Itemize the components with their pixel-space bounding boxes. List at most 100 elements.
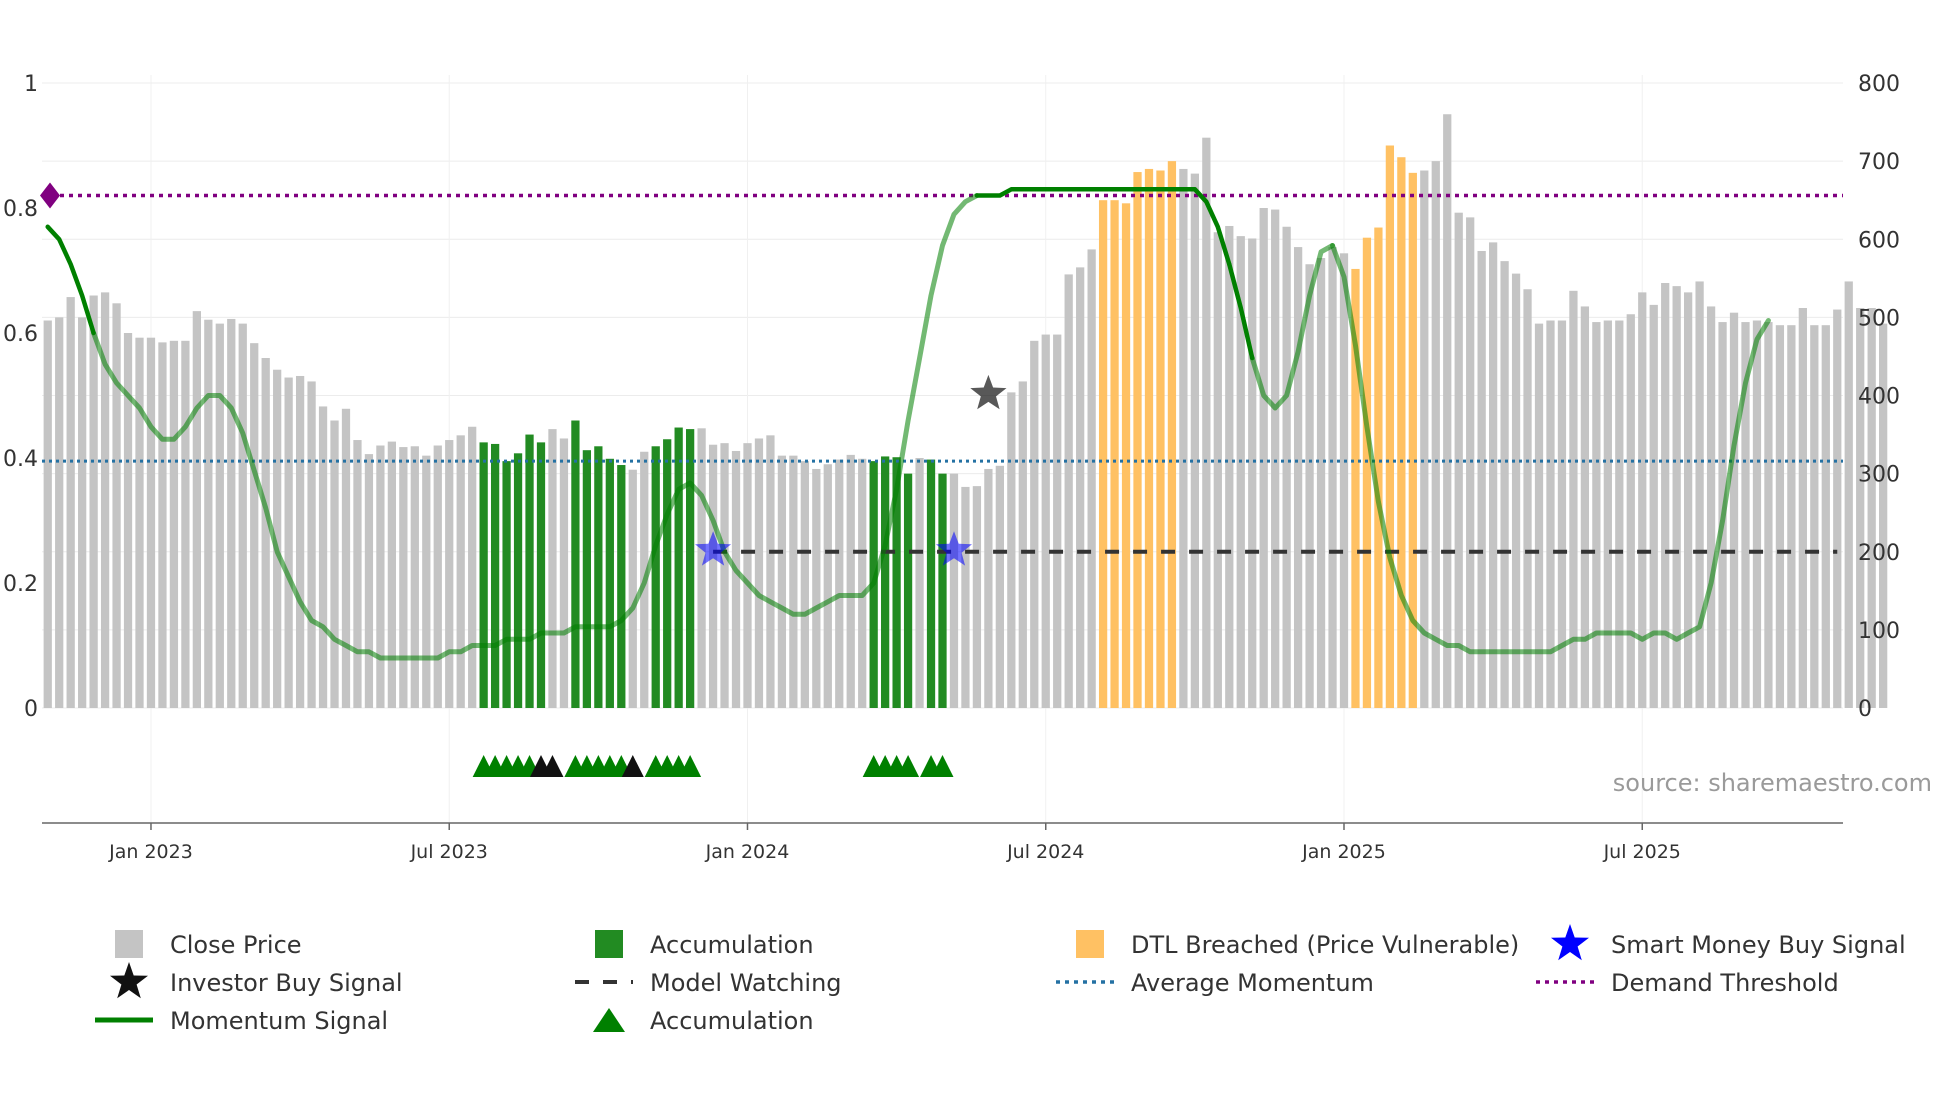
close-price-bar-154 xyxy=(1810,325,1819,708)
right-tick-200: 200 xyxy=(1858,541,1900,566)
dtl-bar-115 xyxy=(1362,237,1372,708)
close-price-bar-67 xyxy=(812,468,821,708)
accumulation-bar-56 xyxy=(686,429,695,708)
accumulation-bar-75 xyxy=(903,473,913,708)
close-price-bar-85 xyxy=(1018,381,1027,708)
close-price-bar-26 xyxy=(341,408,351,708)
close-price-bar-28 xyxy=(364,454,374,708)
close-price-bar-142 xyxy=(1672,286,1681,708)
accumulation-triangle-56 xyxy=(679,755,702,777)
close-price-bar-145 xyxy=(1706,306,1716,708)
close-price-bar-45 xyxy=(559,438,569,708)
legend-label-4: Investor Buy Signal xyxy=(170,969,403,997)
right-tick-600: 600 xyxy=(1858,228,1900,253)
accumulation-triangle-78 xyxy=(931,755,954,777)
close-price-bar-122 xyxy=(1443,114,1452,708)
right-tick-800: 800 xyxy=(1858,72,1900,97)
close-price-bar-3 xyxy=(78,317,87,708)
close-price-bar-104 xyxy=(1236,236,1245,708)
close-price-bar-66 xyxy=(800,461,809,708)
accumulation-bar-39 xyxy=(490,443,500,708)
right-tick-700: 700 xyxy=(1858,150,1900,175)
close-price-bar-14 xyxy=(204,319,213,708)
close-price-bar-110 xyxy=(1305,264,1314,708)
close-price-bar-103 xyxy=(1225,225,1234,708)
left-tick-0.8: 0.8 xyxy=(3,197,38,222)
accumulation-markers xyxy=(472,755,954,777)
close-price-bar-61 xyxy=(743,443,752,708)
close-price-bar-59 xyxy=(720,443,729,708)
x-tick-jan-2023: Jan 2023 xyxy=(108,841,193,863)
smart-money-star-0 xyxy=(695,531,732,566)
close-price-bar-106 xyxy=(1259,208,1268,708)
momentum-segment-5 xyxy=(1330,243,1771,655)
close-price-bar-152 xyxy=(1787,325,1796,708)
close-price-bar-138 xyxy=(1626,314,1635,708)
close-price-bar-84 xyxy=(1007,392,1016,708)
dtl-bar-93 xyxy=(1110,200,1119,708)
accumulation-bar-47 xyxy=(582,450,592,708)
left-tick-0: 0 xyxy=(24,697,38,722)
close-price-bar-19 xyxy=(261,358,270,708)
close-price-bar-109 xyxy=(1293,247,1303,708)
x-tick-jan-2024: Jan 2024 xyxy=(705,841,790,863)
close-price-bar-65 xyxy=(789,455,798,708)
close-price-bar-6 xyxy=(112,303,121,708)
close-price-bar-22 xyxy=(295,375,305,708)
dtl-bar-94 xyxy=(1121,203,1131,708)
accumulation-bar-53 xyxy=(651,446,660,708)
accumulation-bar-49 xyxy=(605,458,614,708)
close-price-bar-57 xyxy=(697,428,706,708)
close-price-bar-108 xyxy=(1282,226,1291,708)
accumulation-bar-41 xyxy=(513,453,523,708)
legend-swatch-2 xyxy=(1076,930,1104,958)
close-price-bar-2 xyxy=(66,297,75,708)
close-price-bar-105 xyxy=(1248,238,1257,708)
x-tick-jul-2025: Jul 2025 xyxy=(1603,841,1681,863)
close-price-bar-29 xyxy=(376,445,385,708)
legend-label-9: Accumulation xyxy=(650,1007,814,1035)
momentum-segment-4 xyxy=(1249,243,1335,411)
legend-swatch-1 xyxy=(595,930,623,958)
dtl-bar-117 xyxy=(1385,145,1395,708)
close-price-bar-62 xyxy=(754,438,764,708)
close-price-bar-121 xyxy=(1431,161,1440,708)
legend-star-3 xyxy=(1551,924,1589,961)
legend-swatch-0 xyxy=(115,930,143,958)
close-price-bar-60 xyxy=(731,450,741,708)
momentum-segment-2 xyxy=(974,187,1232,267)
dtl-bar-95 xyxy=(1133,172,1142,708)
momentum-segment-0 xyxy=(45,224,96,336)
close-price-bar-155 xyxy=(1821,325,1830,708)
close-price-bar-30 xyxy=(387,441,397,708)
close-price-bar-111 xyxy=(1316,258,1326,708)
left-tick-0.2: 0.2 xyxy=(3,572,38,597)
accumulation-bar-42 xyxy=(525,434,534,708)
accumulation-triangle-75 xyxy=(897,755,920,777)
close-price-bar-51 xyxy=(628,469,637,708)
close-price-bar-34 xyxy=(433,445,442,708)
legend-label-3: Smart Money Buy Signal xyxy=(1611,931,1906,959)
smart-money-star-1 xyxy=(935,531,972,566)
close-price-bar-35 xyxy=(445,440,454,708)
close-price-bar-99 xyxy=(1179,168,1188,708)
demand-threshold-diamond xyxy=(40,182,60,209)
dtl-bar-97 xyxy=(1156,170,1165,708)
close-price-bar-100 xyxy=(1190,173,1199,708)
signal-markers xyxy=(695,374,1007,566)
close-price-bar-136 xyxy=(1603,320,1612,708)
close-price-bar-24 xyxy=(318,406,328,708)
close-price-bar-87 xyxy=(1041,334,1050,708)
accumulation-bar-78 xyxy=(938,473,947,708)
close-price-bar-135 xyxy=(1592,322,1601,708)
close-price-bar-7 xyxy=(123,333,133,708)
close-price-bar-157 xyxy=(1844,281,1853,708)
legend-label-2: DTL Breached (Price Vulnerable) xyxy=(1131,931,1519,959)
legend-star-4 xyxy=(110,962,148,999)
close-price-bar-134 xyxy=(1580,306,1590,708)
close-price-bar-139 xyxy=(1638,292,1647,708)
close-price-bar-82 xyxy=(984,468,993,708)
close-price-bar-159 xyxy=(1867,308,1876,708)
close-price-bar-15 xyxy=(215,323,224,708)
right-tick-100: 100 xyxy=(1858,619,1900,644)
